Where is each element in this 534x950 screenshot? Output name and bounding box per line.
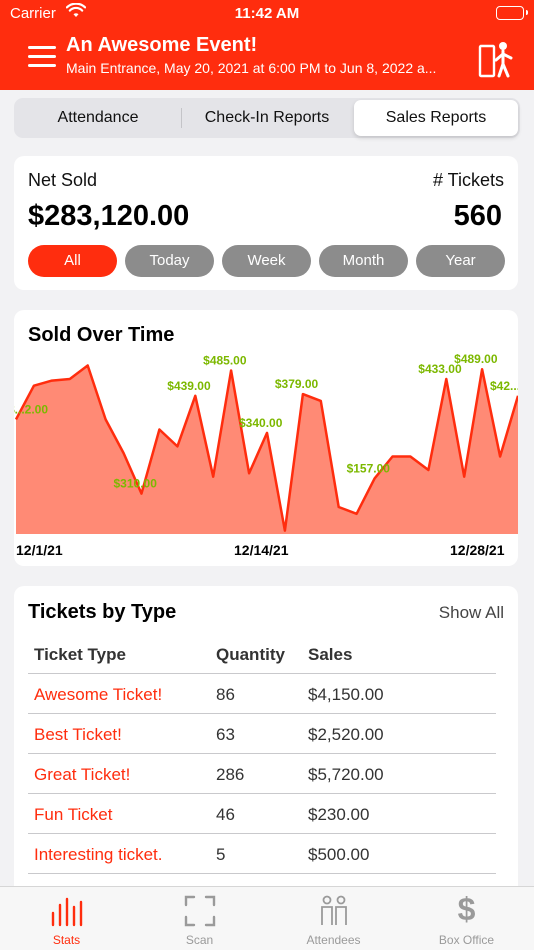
sold-over-time-card: $...2.00 $310.00 $439.00 $485.00 $340.00 $379… <box>14 310 518 566</box>
net-sold-value: $283,120.00 <box>28 200 190 232</box>
sold-over-time-chart: $...2.00 $310.00 $439.00 $485.00 $340.00 $379… <box>14 352 518 558</box>
filter-month-button[interactable]: Month <box>319 245 408 277</box>
ticket-sales: $500.00 <box>308 845 370 864</box>
tab-label: Stats <box>52 933 81 947</box>
report-segmented-control: Attendance Check-In Reports Sales Report… <box>14 98 520 138</box>
chart-area <box>16 365 518 534</box>
ticket-quantity: 286 <box>216 765 245 784</box>
tickets-table: Ticket Type Quantity Sales Awesome Ticke… <box>28 634 496 874</box>
tickets-by-type-card: Tickets by Type Show All Ticket Type Qua… <box>14 586 518 896</box>
ticket-name: Best Ticket! <box>34 725 122 744</box>
ticket-quantity: 46 <box>216 805 235 824</box>
chart-data-label: $439.00 <box>167 379 211 393</box>
ticket-name: Interesting ticket. <box>34 845 163 864</box>
x-axis-tick-label: 12/14/21 <box>234 542 289 558</box>
x-axis-tick-label: 12/1/21 <box>16 542 63 558</box>
ticket-sales: $4,150.00 <box>308 685 384 704</box>
chart-data-label: $42... <box>490 379 518 393</box>
ticket-sales: $230.00 <box>308 805 370 824</box>
segment-attendance[interactable]: Attendance <box>57 109 139 126</box>
time-filter-group: All Today Week Month Year <box>28 245 505 277</box>
tickets-count-label: # Tickets <box>432 170 504 190</box>
table-row[interactable]: Interesting ticket. 5 $500.00 <box>28 834 496 874</box>
bottom-tab-bar: Stats Scan Attendees $ Box Office <box>0 886 534 950</box>
chart-data-label: $...2.00 <box>14 402 48 416</box>
chart-data-label: $485.00 <box>203 354 247 368</box>
tab-label: Scan <box>185 933 214 947</box>
tab-box-office[interactable]: $ Box Office <box>400 887 533 950</box>
ticket-name: Great Ticket! <box>34 765 131 784</box>
tab-label: Box Office <box>438 933 495 947</box>
net-sold-label: Net Sold <box>28 170 98 190</box>
table-row[interactable]: Great Ticket! 286 $5,720.00 <box>28 754 496 794</box>
attendees-icon <box>317 895 351 932</box>
tickets-by-type-title: Tickets by Type <box>28 601 177 623</box>
ticket-name: Awesome Ticket! <box>34 685 163 704</box>
carrier-label: Carrier <box>10 5 56 22</box>
chart-data-label: $489.00 <box>454 352 498 366</box>
clock: 11:42 AM <box>234 5 300 22</box>
filter-year-button[interactable]: Year <box>416 245 505 277</box>
filter-today-button[interactable]: Today <box>125 245 214 277</box>
chart-data-label: $340.00 <box>239 416 283 430</box>
net-sold-card: Net Sold # Tickets $283,120.00 560 All T… <box>14 156 518 290</box>
status-bar: Carrier 11:42 AM <box>0 0 534 28</box>
show-all-link[interactable]: Show All <box>438 603 504 622</box>
filter-week-button[interactable]: Week <box>222 245 311 277</box>
ticket-sales: $2,520.00 <box>308 725 384 744</box>
tab-attendees[interactable]: Attendees <box>267 887 400 950</box>
column-header-quantity: Quantity <box>216 645 285 664</box>
table-row[interactable]: Best Ticket! 63 $2,520.00 <box>28 714 496 754</box>
ticket-quantity: 5 <box>216 845 226 864</box>
table-row[interactable]: Fun Ticket 46 $230.00 <box>28 794 496 834</box>
segment-sales-reports[interactable]: Sales Reports <box>354 100 518 136</box>
tab-label: Attendees <box>306 933 361 947</box>
column-header-ticket-type: Ticket Type <box>34 645 126 664</box>
ticket-sales: $5,720.00 <box>308 765 384 784</box>
chart-data-label: $433.00 <box>418 362 462 376</box>
table-row[interactable]: Awesome Ticket! 86 $4,150.00 <box>28 674 496 714</box>
chart-title: Sold Over Time <box>28 324 175 346</box>
column-header-sales: Sales <box>308 645 353 664</box>
filter-all-button[interactable]: All <box>28 245 117 277</box>
wifi-icon <box>65 2 87 24</box>
table-header-row: Ticket Type Quantity Sales <box>28 634 496 674</box>
chart-data-label: $157.00 <box>347 461 391 475</box>
scan-icon <box>184 895 216 932</box>
person-door-icon[interactable] <box>478 40 514 85</box>
battery-icon <box>496 6 528 20</box>
segment-check-in-reports[interactable]: Check-In Reports <box>204 109 330 126</box>
ticket-name: Fun Ticket <box>34 805 113 824</box>
dollar-icon: $ <box>457 891 476 927</box>
chart-series-line <box>14 364 518 532</box>
segment-divider <box>181 108 182 128</box>
hamburger-menu-icon[interactable] <box>28 46 56 68</box>
tickets-count-value: 560 <box>453 200 502 232</box>
x-axis-tick-label: 12/28/21 <box>450 542 505 558</box>
event-subtitle: Main Entrance, May 20, 2021 at 6:00 PM t… <box>66 60 437 76</box>
ticket-quantity: 86 <box>216 685 235 704</box>
ticket-quantity: 63 <box>216 725 235 744</box>
bar-chart-icon <box>50 895 84 932</box>
event-header: An Awesome Event! Main Entrance, May 20,… <box>0 28 534 90</box>
event-title: An Awesome Event! <box>66 34 258 56</box>
tab-scan[interactable]: Scan <box>133 887 266 950</box>
chart-data-label: $379.00 <box>275 377 319 391</box>
chart-data-label: $310.00 <box>114 477 158 491</box>
tab-stats[interactable]: Stats <box>0 887 133 950</box>
